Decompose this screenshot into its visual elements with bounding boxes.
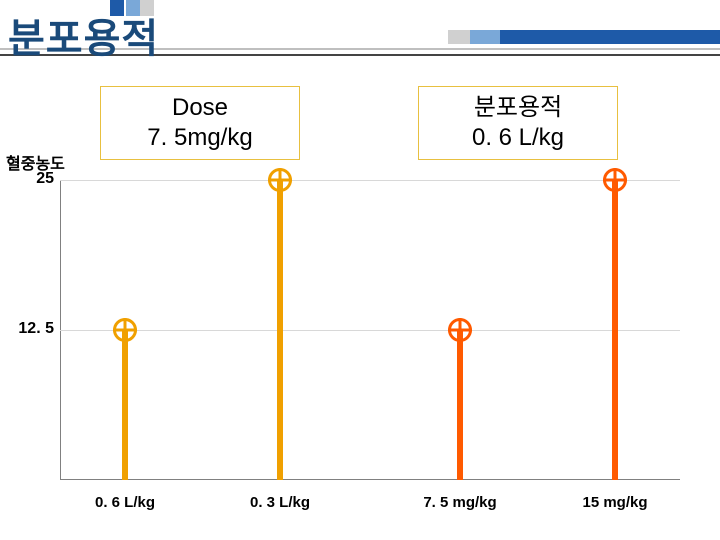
data-marker: [448, 318, 472, 342]
dose-box-line1: Dose: [119, 93, 281, 123]
vd-box: 분포용적 0. 6 L/kg: [418, 86, 618, 160]
gridline: [60, 330, 680, 331]
header-stripe: [470, 30, 500, 44]
vd-box-line1: 분포용적: [437, 93, 599, 123]
bar-chart: 12. 5250. 6 L/kg0. 3 L/kg7. 5 mg/kg15 mg…: [60, 180, 680, 480]
dose-box: Dose 7. 5mg/kg: [100, 86, 300, 160]
bar: [612, 180, 618, 480]
data-marker: [113, 318, 137, 342]
x-category-label: 7. 5 mg/kg: [390, 494, 530, 511]
data-marker: [268, 168, 292, 192]
data-marker: [603, 168, 627, 192]
slide-root: 분포용적 혈중농도 Dose 7. 5mg/kg 분포용적 0. 6 L/kg …: [0, 0, 720, 540]
x-category-label: 0. 6 L/kg: [55, 494, 195, 511]
header-stripe: [500, 30, 720, 44]
dose-box-line2: 7. 5mg/kg: [119, 123, 281, 153]
bar: [122, 330, 128, 480]
vd-box-line2: 0. 6 L/kg: [437, 123, 599, 153]
x-category-label: 0. 3 L/kg: [210, 494, 350, 511]
bar: [457, 330, 463, 480]
page-title: 분포용적: [8, 6, 159, 64]
y-tick-label: 12. 5: [10, 320, 54, 338]
y-tick-label: 25: [10, 170, 54, 188]
x-axis: [60, 479, 680, 480]
x-category-label: 15 mg/kg: [545, 494, 685, 511]
gridline: [60, 180, 680, 181]
bar: [277, 180, 283, 480]
header-stripe: [448, 30, 470, 44]
